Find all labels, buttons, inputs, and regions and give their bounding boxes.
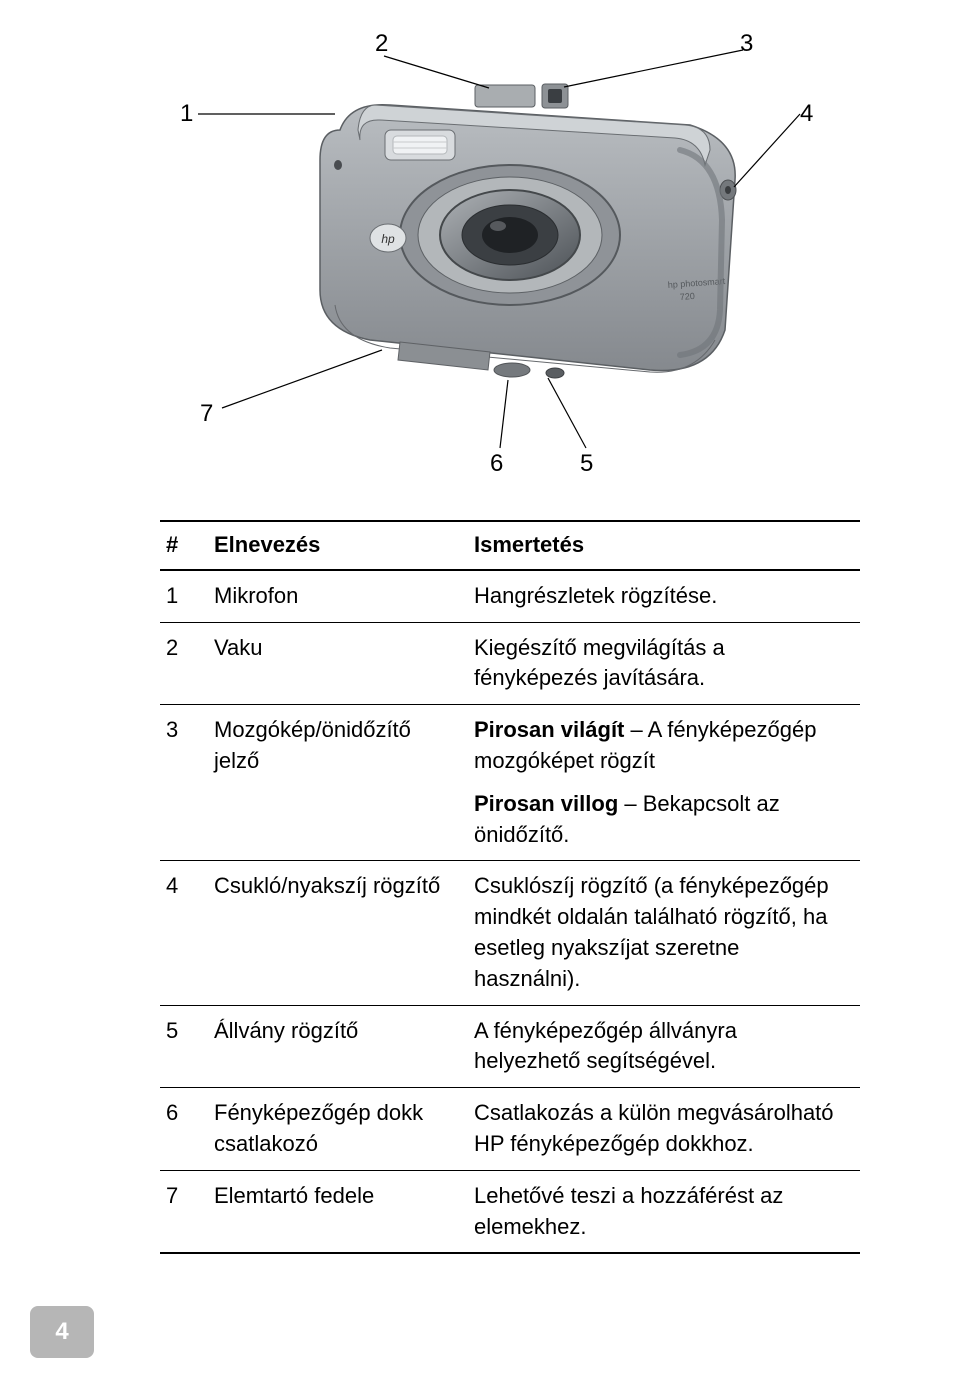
table-row: 3Mozgókép/önidőzítő jelzőPirosan világít… — [160, 705, 860, 861]
cell-num: 1 — [160, 570, 208, 622]
svg-text:720: 720 — [679, 291, 695, 302]
table-row: 4Csukló/nyakszíj rögzítőCsuklószíj rögzí… — [160, 861, 860, 1005]
cell-name: Fényképezőgép dokk csatlakozó — [208, 1088, 468, 1171]
cell-num: 6 — [160, 1088, 208, 1171]
callout-7: 7 — [200, 400, 213, 428]
cell-desc: Hangrészletek rögzítése. — [468, 570, 860, 622]
callout-1: 1 — [180, 100, 193, 128]
cell-name: Vaku — [208, 622, 468, 705]
cell-name: Mozgókép/önidőzítő jelző — [208, 705, 468, 861]
cell-num: 3 — [160, 705, 208, 861]
header-desc: Ismertetés — [468, 521, 860, 570]
cell-desc: A fényképezőgép állványra helyezhető seg… — [468, 1005, 860, 1088]
cell-num: 2 — [160, 622, 208, 705]
parts-table: # Elnevezés Ismertetés 1MikrofonHangrész… — [160, 520, 860, 1254]
cell-name: Mikrofon — [208, 570, 468, 622]
cell-desc: Kiegészítő megvilágítás a fényképezés ja… — [468, 622, 860, 705]
header-num: # — [160, 521, 208, 570]
cell-desc: Csatlakozás a külön megvásárolható HP fé… — [468, 1088, 860, 1171]
cell-name: Állvány rögzítő — [208, 1005, 468, 1088]
camera-diagram: hp hp photosmart 720 1 2 3 4 5 6 7 — [160, 30, 860, 490]
table-row: 7Elemtartó fedeleLehetővé teszi a hozzáf… — [160, 1170, 860, 1253]
cell-desc: Csuklószíj rögzítő (a fényképezőgép mind… — [468, 861, 860, 1005]
callout-4: 4 — [800, 100, 813, 128]
callout-5: 5 — [580, 450, 593, 478]
table-row: 5Állvány rögzítőA fényképezőgép állványr… — [160, 1005, 860, 1088]
cell-num: 5 — [160, 1005, 208, 1088]
cell-name: Csukló/nyakszíj rögzítő — [208, 861, 468, 1005]
callout-3: 3 — [740, 30, 753, 58]
page-number-badge: 4 — [30, 1306, 94, 1358]
callout-2: 2 — [375, 30, 388, 58]
callout-6: 6 — [490, 450, 503, 478]
camera-illustration: hp hp photosmart 720 — [280, 70, 760, 410]
page-number: 4 — [55, 1318, 68, 1346]
header-name: Elnevezés — [208, 521, 468, 570]
table-row: 6Fényképezőgép dokk csatlakozóCsatlakozá… — [160, 1088, 860, 1171]
cell-num: 4 — [160, 861, 208, 1005]
table-row: 1MikrofonHangrészletek rögzítése. — [160, 570, 860, 622]
cell-num: 7 — [160, 1170, 208, 1253]
cell-desc: Pirosan világít – A fényképezőgép mozgók… — [468, 705, 860, 861]
cell-name: Elemtartó fedele — [208, 1170, 468, 1253]
table-header-row: # Elnevezés Ismertetés — [160, 521, 860, 570]
svg-text:hp: hp — [381, 232, 395, 246]
table-row: 2VakuKiegészítő megvilágítás a fényképez… — [160, 622, 860, 705]
cell-desc: Lehetővé teszi a hozzáférést az elemekhe… — [468, 1170, 860, 1253]
